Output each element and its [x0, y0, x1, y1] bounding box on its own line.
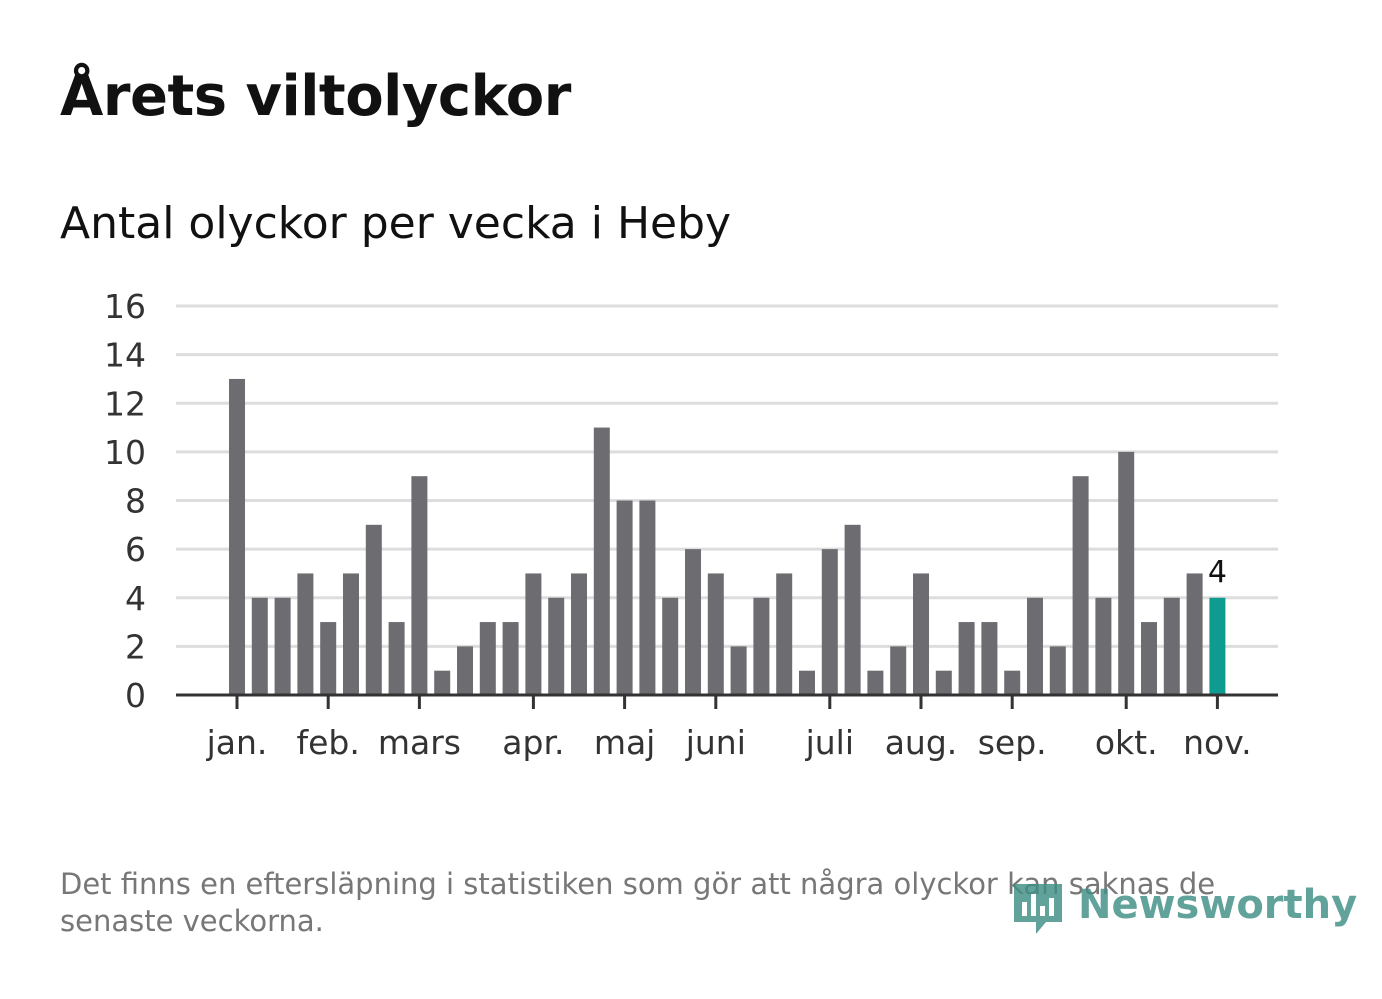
bar-week-44	[1209, 597, 1226, 695]
x-tick-label-juli: juli	[805, 723, 854, 762]
bar-week-26	[799, 670, 815, 695]
bar-week-36	[1027, 597, 1043, 695]
newsworthy-bar-chart-icon	[1014, 884, 1062, 934]
bar-week-8	[388, 622, 405, 695]
bars	[229, 378, 1226, 695]
x-tick-label-jan: jan.	[206, 723, 268, 762]
bar-week-25	[776, 573, 793, 695]
bar-week-6	[343, 573, 359, 695]
x-tick-label-mars: mars	[378, 723, 461, 762]
bar-week-1	[229, 378, 245, 695]
bar-week-9	[411, 476, 428, 695]
y-tick-label-10: 10	[104, 433, 146, 472]
bar-week-31	[913, 573, 929, 695]
bar-week-40	[1118, 451, 1135, 695]
bar-week-42	[1163, 597, 1180, 695]
x-tick-label-maj: maj	[594, 723, 656, 762]
bar-week-28	[844, 524, 861, 695]
bar-week-7	[365, 524, 382, 695]
bar-week-23	[730, 646, 747, 695]
highlight-data-label: 4	[1208, 555, 1227, 590]
bar-week-35	[1004, 670, 1021, 695]
y-tick-label-6: 6	[125, 530, 146, 569]
bar-week-11	[457, 646, 473, 695]
chart-title: Årets viltolyckor	[60, 64, 571, 129]
bar-week-37	[1049, 646, 1066, 695]
bar-week-5	[320, 622, 337, 695]
bar-week-38	[1072, 476, 1089, 695]
y-tick-label-8: 8	[125, 482, 146, 521]
bar-week-15	[548, 597, 565, 695]
bar-week-17	[593, 427, 610, 695]
y-tick-label-14: 14	[104, 336, 146, 375]
y-tick-label-16: 16	[104, 287, 146, 326]
chart-subtitle: Antal olyckor per vecka i Heby	[60, 198, 732, 249]
bar-week-20	[662, 597, 679, 695]
bar-week-3	[274, 597, 291, 695]
bar-week-34	[981, 622, 998, 695]
bar-week-10	[434, 670, 451, 695]
logo-text: Newsworthy	[1078, 882, 1358, 928]
x-tick-label-nov: nov.	[1183, 723, 1252, 762]
gridlines	[176, 304, 1278, 648]
bar-week-4	[297, 573, 314, 695]
x-tick-label-feb: feb.	[297, 723, 360, 762]
bar-week-39	[1095, 597, 1112, 695]
bar-week-24	[753, 597, 770, 695]
bar-chart: 0 2 4 6 8 10 12 14 16 jan. feb. mars apr. maj juni jul…	[104, 287, 1278, 762]
bar-week-14	[525, 573, 542, 695]
bar-week-43	[1186, 573, 1203, 695]
x-tick-label-okt: okt.	[1095, 723, 1158, 762]
bar-week-41	[1141, 622, 1157, 695]
bar-week-22	[707, 573, 724, 695]
bar-week-27	[821, 549, 838, 695]
bar-week-32	[935, 670, 952, 695]
bar-week-16	[571, 573, 587, 695]
newsworthy-logo: Newsworthy	[1010, 876, 1357, 946]
x-tick-label-apr: apr.	[502, 723, 564, 762]
y-tick-label-2: 2	[125, 627, 146, 666]
x-tick-label-aug: aug.	[885, 723, 958, 762]
bar-week-21	[685, 549, 701, 695]
y-tick-label-4: 4	[125, 579, 146, 618]
bar-week-30	[890, 646, 907, 695]
x-axis-ticks: jan. feb. mars apr. maj juni juli aug. sep. okt. n…	[206, 695, 1252, 762]
x-tick-label-sep: sep.	[978, 723, 1047, 762]
bar-week-13	[502, 622, 519, 695]
bar-week-2	[251, 597, 268, 695]
bar-week-12	[479, 622, 496, 695]
y-tick-label-12: 12	[104, 384, 146, 423]
y-axis-ticks: 0 2 4 6 8 10 12 14 16	[104, 287, 146, 715]
bar-week-29	[867, 670, 884, 695]
bar-week-18	[616, 500, 633, 695]
bar-week-19	[639, 500, 656, 695]
y-tick-label-0: 0	[125, 676, 146, 715]
x-tick-label-juni: juni	[685, 723, 746, 762]
bar-week-33	[958, 622, 975, 695]
data-labels: 4	[1208, 555, 1227, 590]
